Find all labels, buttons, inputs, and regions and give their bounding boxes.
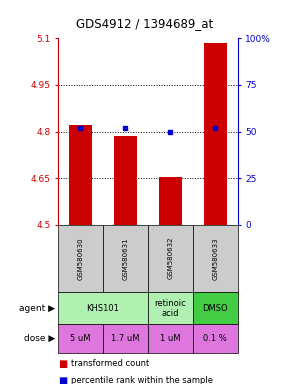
- Text: retinoic
acid: retinoic acid: [155, 299, 186, 318]
- Text: ■: ■: [58, 359, 67, 369]
- Text: ■: ■: [58, 376, 67, 384]
- Bar: [204, 43, 226, 225]
- Text: agent ▶: agent ▶: [19, 304, 55, 313]
- Text: 1 uM: 1 uM: [160, 334, 181, 343]
- Text: transformed count: transformed count: [71, 359, 149, 368]
- Text: GSM580633: GSM580633: [212, 237, 218, 280]
- Bar: [114, 136, 137, 225]
- Text: DMSO: DMSO: [202, 304, 228, 313]
- Bar: [69, 125, 92, 225]
- Text: GSM580631: GSM580631: [122, 237, 128, 280]
- Text: percentile rank within the sample: percentile rank within the sample: [71, 376, 213, 384]
- Bar: [159, 177, 182, 225]
- Text: GSM580630: GSM580630: [77, 237, 84, 280]
- Text: 1.7 uM: 1.7 uM: [111, 334, 140, 343]
- Text: 5 uM: 5 uM: [70, 334, 91, 343]
- Text: GDS4912 / 1394689_at: GDS4912 / 1394689_at: [76, 17, 214, 30]
- Text: GSM580632: GSM580632: [167, 237, 173, 280]
- Text: dose ▶: dose ▶: [24, 334, 55, 343]
- Text: KHS101: KHS101: [86, 304, 119, 313]
- Text: 0.1 %: 0.1 %: [204, 334, 227, 343]
